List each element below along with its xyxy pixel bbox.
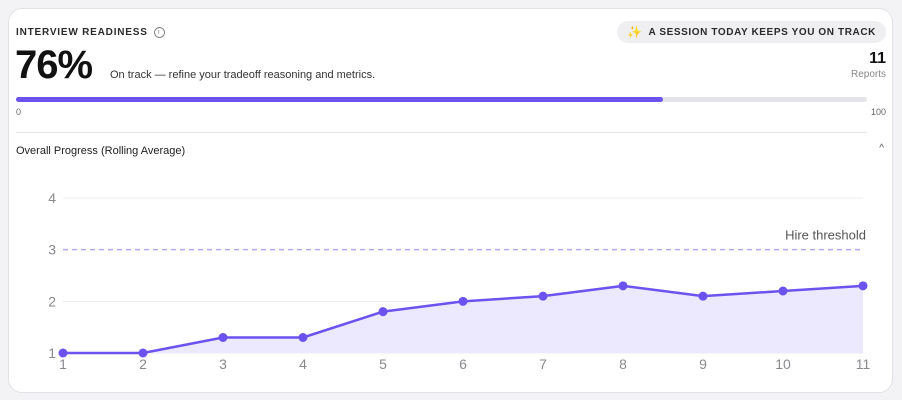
data-point [138, 348, 148, 358]
sparkle-icon: ✨ [626, 25, 643, 39]
x-tick-label: 1 [59, 356, 67, 372]
data-point [378, 307, 388, 317]
section-divider [16, 132, 867, 133]
tip-text: A SESSION TODAY KEEPS YOU ON TRACK [648, 26, 876, 38]
readiness-progress-fill [16, 97, 663, 102]
y-tick-label: 2 [48, 293, 56, 309]
chevron-up-icon[interactable]: ^ [879, 143, 884, 154]
reports-summary: 11 Reports [851, 50, 886, 80]
y-tick-label: 4 [48, 190, 56, 206]
progress-min-label: 0 [16, 107, 22, 117]
info-icon[interactable]: i [153, 27, 165, 38]
reports-count: 11 [869, 50, 886, 67]
x-tick-label: 2 [139, 356, 147, 372]
y-tick-label: 1 [48, 345, 56, 361]
data-point [538, 291, 548, 301]
data-point [618, 281, 628, 291]
readiness-progress-bar [16, 97, 867, 102]
hire-threshold-label: Hire threshold [785, 228, 866, 243]
reports-label: Reports [850, 69, 886, 80]
x-tick-label: 3 [219, 356, 227, 372]
data-point [778, 286, 788, 296]
x-tick-label: 11 [856, 356, 871, 372]
readiness-header: INTERVIEW READINESS i [16, 27, 165, 38]
x-tick-label: 8 [619, 356, 627, 372]
readiness-status: On track — refine your tradeoff reasonin… [110, 69, 376, 81]
x-tick-label: 4 [299, 356, 307, 372]
y-tick-label: 3 [48, 242, 56, 258]
section-title: Overall Progress (Rolling Average) [16, 145, 186, 157]
x-tick-label: 9 [699, 356, 707, 372]
x-tick-label: 6 [459, 356, 467, 372]
data-point [218, 333, 228, 342]
series-area [63, 285, 863, 353]
data-point [698, 291, 708, 301]
data-point [858, 281, 868, 291]
data-point [458, 296, 468, 306]
x-tick-label: 5 [379, 356, 387, 372]
tip-badge: ✨ A SESSION TODAY KEEPS YOU ON TRACK [616, 21, 886, 43]
data-point [298, 333, 308, 342]
readiness-percent: 76% [15, 43, 93, 87]
x-tick-label: 7 [539, 356, 547, 372]
x-tick-label: 10 [775, 356, 791, 372]
data-point [58, 348, 68, 358]
progress-max-label: 100 [870, 107, 886, 117]
readiness-label: INTERVIEW READINESS [16, 27, 148, 38]
